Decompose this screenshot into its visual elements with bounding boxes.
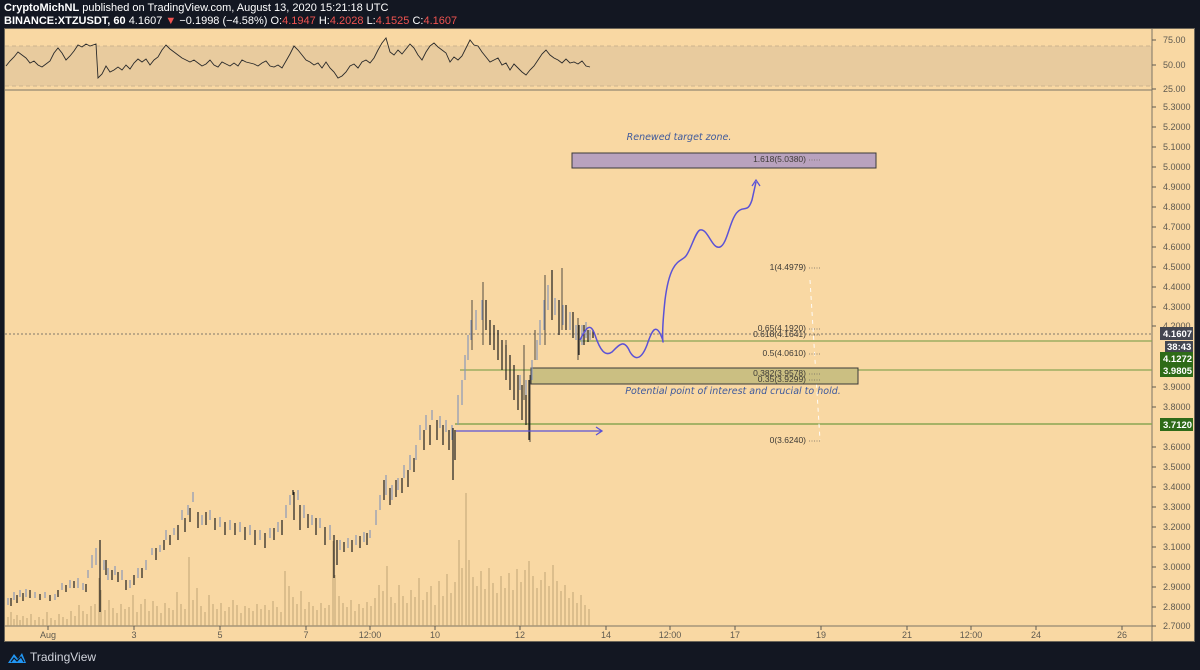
last-price: 4.1607: [128, 15, 163, 27]
svg-text:17: 17: [730, 630, 740, 640]
svg-text:4.7000: 4.7000: [1163, 222, 1191, 232]
svg-text:4.2000: 4.2000: [1163, 321, 1191, 331]
volume-bars: [7, 493, 590, 626]
svg-text:2.8000: 2.8000: [1163, 602, 1191, 612]
fib-0382-label: 0.382(3.9578): [753, 368, 806, 378]
price-axis[interactable]: 5.3000 5.2000 5.1000 5.0000 4.9000 4.800…: [1152, 102, 1191, 631]
chart-frame[interactable]: [4, 28, 1195, 642]
last-price-tag: 4.1607: [1163, 329, 1192, 340]
svg-text:12:00: 12:00: [960, 630, 983, 640]
price-change: −0.1998 (−4.58%): [179, 15, 268, 27]
tradingview-logo-icon: [8, 653, 26, 663]
svg-text:2.9000: 2.9000: [1163, 582, 1191, 592]
fib-labels: 1.618(5.0380) 1(4.4979) 0.65(4.1920) 0.6…: [753, 154, 806, 445]
open-value: 4.1947: [282, 15, 316, 27]
publish-line: CryptoMichNL published on TradingView.co…: [4, 2, 388, 14]
svg-text:26: 26: [1117, 630, 1127, 640]
fib-05-label: 0.5(4.0610): [763, 348, 807, 358]
high-value: 4.2028: [329, 15, 364, 27]
rsi-line: [5, 37, 591, 80]
svg-text:4.8000: 4.8000: [1163, 202, 1191, 212]
fib-035-label: 0.35(3.9299): [758, 374, 806, 384]
svg-text:12: 12: [515, 630, 525, 640]
svg-text:3.4000: 3.4000: [1163, 482, 1191, 492]
svg-text:4.3000: 4.3000: [1163, 302, 1191, 312]
publish-info: published on TradingView.com, August 13,…: [82, 2, 389, 14]
svg-text:4.5000: 4.5000: [1163, 262, 1191, 272]
line-tag-3-7120: 3.7120: [1163, 420, 1192, 431]
tradingview-footer[interactable]: TradingView: [8, 650, 96, 664]
svg-text:Aug: Aug: [40, 630, 56, 640]
svg-text:3.2000: 3.2000: [1163, 522, 1191, 532]
rsi-pane: [5, 37, 1152, 91]
target-zone[interactable]: [571, 152, 877, 169]
svg-text:4.4000: 4.4000: [1163, 282, 1191, 292]
svg-text:12:00: 12:00: [359, 630, 382, 640]
svg-text:24: 24: [1031, 630, 1041, 640]
high-label: H:: [318, 15, 330, 27]
symbol: BINANCE:XTZUSDT, 60: [4, 15, 126, 27]
svg-text:5.0000: 5.0000: [1163, 162, 1191, 172]
svg-text:19: 19: [816, 630, 826, 640]
symbol-line: BINANCE:XTZUSDT, 60 4.1607 ▼ −0.1998 (−4…: [4, 15, 457, 27]
svg-text:5: 5: [217, 630, 222, 640]
fib-trend-line[interactable]: [809, 279, 821, 441]
rsi-axis: 75.00 50.00 25.00: [1152, 35, 1186, 94]
svg-text:4.9000: 4.9000: [1163, 182, 1191, 192]
low-value: 4.1525: [375, 15, 410, 27]
svg-text:3.6000: 3.6000: [1163, 442, 1191, 452]
svg-text:5.2000: 5.2000: [1163, 122, 1191, 132]
svg-text:3.8000: 3.8000: [1163, 402, 1191, 412]
close-label: C:: [412, 15, 424, 27]
target-zone-note[interactable]: Renewed target zone.: [627, 132, 732, 143]
fib-0618-label: 0.618(4.1641): [753, 329, 806, 339]
line-tag-4-1272: 4.1272: [1163, 354, 1192, 365]
down-arrow-icon: ▼: [165, 15, 177, 27]
svg-text:25.00: 25.00: [1163, 84, 1186, 94]
svg-text:3.1000: 3.1000: [1163, 542, 1191, 552]
countdown-tag: 38:43: [1167, 342, 1191, 353]
fib-0-label: 0(3.6240): [770, 435, 807, 445]
horizontal-arrow[interactable]: [456, 426, 604, 436]
svg-text:7: 7: [303, 630, 308, 640]
open-label: O:: [270, 15, 283, 27]
fib-065-label: 0.65(4.1920): [758, 323, 806, 333]
low-label: L:: [366, 15, 376, 27]
tradingview-brand: TradingView: [30, 650, 97, 664]
price-tags: 4.1607 38:43 4.1272 3.9805 3.7120: [1160, 327, 1193, 431]
svg-text:3.5000: 3.5000: [1163, 462, 1191, 472]
candlesticks: [7, 268, 594, 612]
svg-text:3.3000: 3.3000: [1163, 502, 1191, 512]
svg-text:75.00: 75.00: [1163, 35, 1186, 45]
svg-text:4.6000: 4.6000: [1163, 242, 1191, 252]
poi-zone[interactable]: [530, 367, 859, 385]
svg-text:3.9000: 3.9000: [1163, 382, 1191, 392]
svg-text:10: 10: [430, 630, 440, 640]
svg-text:3.0000: 3.0000: [1163, 562, 1191, 572]
svg-text:3: 3: [131, 630, 136, 640]
projection-path[interactable]: [579, 178, 761, 359]
svg-text:12:00: 12:00: [659, 630, 682, 640]
fib-1-label: 1(4.4979): [770, 262, 807, 272]
svg-text:2.7000: 2.7000: [1163, 621, 1191, 631]
fib-1618-label: 1.618(5.0380): [753, 154, 806, 164]
author-name[interactable]: CryptoMichNL: [4, 2, 80, 14]
svg-text:50.00: 50.00: [1163, 60, 1186, 70]
svg-text:21: 21: [902, 630, 912, 640]
svg-text:5.3000: 5.3000: [1163, 102, 1191, 112]
svg-text:14: 14: [601, 630, 611, 640]
fib-dots: [809, 159, 820, 442]
time-axis[interactable]: Aug 3 5 7 12:00 10 12 14 12:00 17 19 21 …: [40, 626, 1127, 640]
poi-zone-note[interactable]: Potential point of interest and crucial …: [625, 386, 841, 397]
svg-text:5.1000: 5.1000: [1163, 142, 1191, 152]
line-tag-3-9805: 3.9805: [1163, 366, 1193, 377]
close-value: 4.1607: [423, 15, 458, 27]
